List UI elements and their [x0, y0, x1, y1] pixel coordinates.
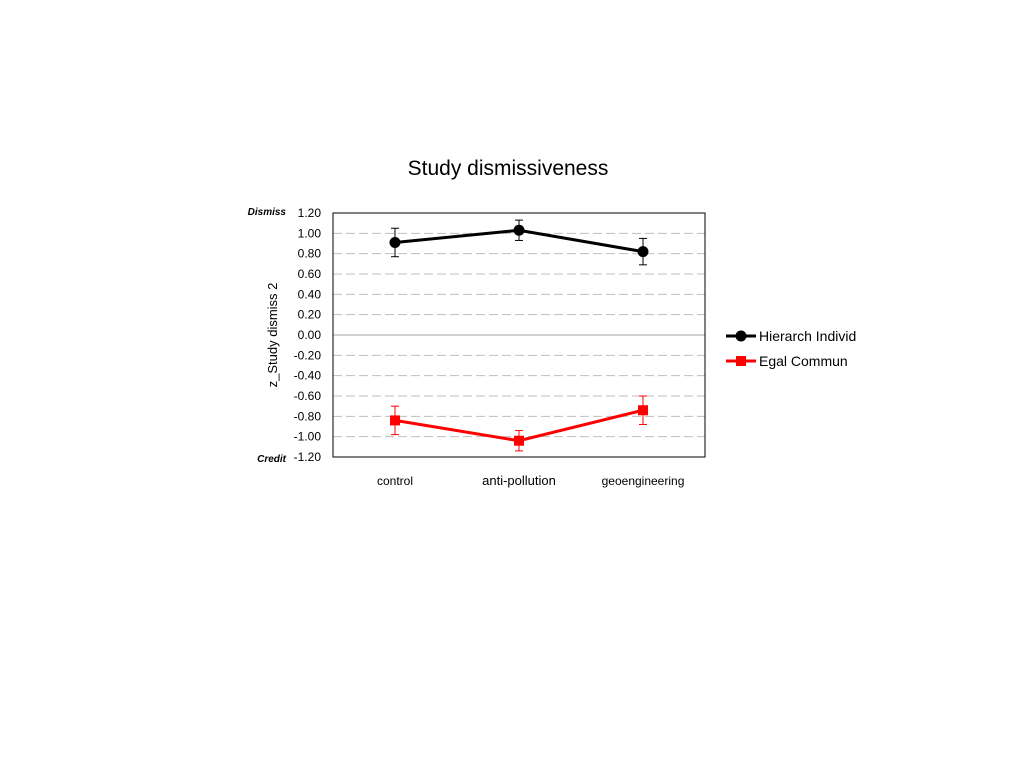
dismiss-annotation: Dismiss — [248, 207, 287, 218]
chart-title: Study dismissiveness — [408, 157, 609, 180]
y-tick-label: -0.40 — [294, 369, 322, 383]
y-tick-label: -0.20 — [294, 348, 322, 362]
y-tick-label: -1.00 — [294, 430, 322, 444]
legend-label: Hierarch Individ — [759, 328, 856, 344]
legend-label: Egal Commun — [759, 353, 848, 369]
data-point — [389, 236, 401, 248]
data-point — [390, 415, 400, 426]
data-point — [513, 224, 525, 236]
y-tick-label: -0.60 — [294, 389, 322, 403]
y-tick-label: 1.20 — [298, 206, 322, 220]
plot-frame — [332, 212, 706, 458]
x-tick-label: control — [377, 474, 413, 488]
y-tick-label: 0.60 — [298, 267, 322, 281]
credit-annotation: Credit — [257, 454, 287, 465]
legend-marker — [735, 330, 747, 342]
y-tick-label: 1.00 — [298, 226, 322, 240]
x-tick-label: geoengineering — [602, 474, 685, 488]
series-layer — [389, 219, 649, 452]
y-tick-label: 0.40 — [298, 287, 322, 301]
y-tick-label: 0.80 — [298, 247, 322, 261]
gridlines — [333, 232, 705, 438]
data-point — [514, 435, 524, 446]
legend: Hierarch Individ Egal Commun — [726, 328, 856, 369]
y-tick-label: 0.20 — [298, 308, 322, 322]
y-axis: 1.20 1.00 0.80 0.60 0.40 0.20 0.00 -0.20 -0.40 -0… — [294, 206, 322, 464]
x-tick-label: anti-pollution — [482, 473, 556, 488]
x-axis: control anti-pollution geoengineering — [377, 473, 684, 488]
data-point — [638, 405, 648, 416]
data-point — [637, 246, 649, 258]
legend-marker — [736, 356, 746, 366]
y-tick-label: 0.00 — [298, 328, 322, 342]
y-tick-label: -0.80 — [294, 409, 322, 423]
y-tick-label: -1.20 — [294, 450, 322, 464]
y-axis-label: z_Study dismiss 2 — [265, 283, 280, 388]
